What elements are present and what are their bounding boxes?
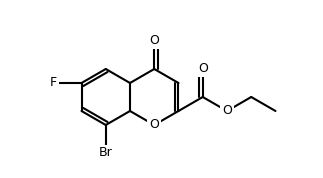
Text: F: F xyxy=(50,77,57,90)
Text: O: O xyxy=(222,104,232,117)
Text: O: O xyxy=(198,62,208,75)
Text: O: O xyxy=(149,35,159,48)
Text: Br: Br xyxy=(99,146,113,159)
Text: O: O xyxy=(149,119,159,132)
